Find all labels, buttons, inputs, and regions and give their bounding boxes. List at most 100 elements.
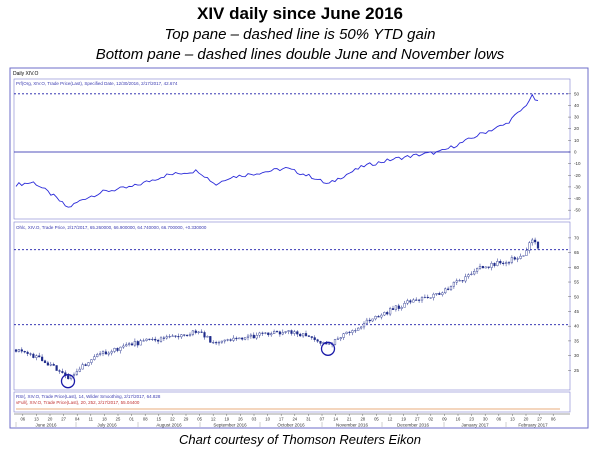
candle-body	[191, 330, 194, 335]
date-axis-month-label: November 2016	[336, 423, 369, 428]
price-y-tick-label: 55	[574, 280, 580, 285]
candle-body	[345, 331, 348, 334]
candle-body	[125, 344, 128, 347]
candle-body	[96, 354, 99, 357]
candle-body	[162, 337, 165, 339]
candle-body	[389, 308, 392, 315]
candle-body	[139, 340, 142, 346]
candle-body	[14, 349, 18, 352]
candle-body	[531, 239, 534, 244]
candle-body	[127, 343, 131, 345]
indicator-pane-frame	[13, 391, 571, 413]
candle-body	[357, 327, 360, 331]
candle-body	[188, 334, 192, 336]
candle-body	[217, 341, 221, 344]
candle-body	[284, 331, 287, 333]
price-y-tick-label: 45	[574, 309, 580, 314]
candle-body	[513, 257, 516, 260]
candle-body	[348, 331, 351, 333]
date-axis-month-label: December 2016	[397, 423, 430, 428]
candle-body	[336, 338, 339, 340]
top-y-tick-label: -50	[574, 208, 581, 213]
candle-body	[171, 335, 174, 337]
candle-body	[58, 370, 61, 372]
top-y-tick-label: 30	[574, 115, 580, 120]
candle-body	[26, 351, 29, 354]
candle-body	[151, 338, 154, 340]
date-axis-day-label: 24	[292, 417, 297, 422]
date-axis-month-label: February 2017	[518, 423, 548, 428]
candle-body	[420, 297, 424, 301]
candle-body	[214, 342, 218, 344]
candle-body	[310, 336, 313, 338]
date-axis-day-label: 21	[347, 417, 352, 422]
candle-body	[194, 330, 197, 333]
date-axis-month-label: October 2016	[277, 423, 305, 428]
candle-body	[496, 261, 499, 266]
candle-body	[220, 340, 223, 343]
candle-body	[35, 355, 38, 358]
date-axis-day-label: 23	[469, 417, 474, 422]
price-y-tick-label: 65	[574, 250, 580, 255]
candle-body	[365, 319, 368, 324]
price-y-tick-label: 30	[574, 353, 580, 358]
date-axis-day-label: 12	[388, 417, 393, 422]
candle-body	[406, 300, 409, 304]
candle-body	[43, 360, 47, 363]
candle-body	[90, 359, 93, 363]
date-axis-day-label: 19	[224, 417, 229, 422]
candle-body	[447, 288, 450, 290]
date-axis-day-label: 30	[483, 417, 488, 422]
candle-body	[391, 308, 395, 310]
candle-body	[241, 337, 244, 340]
candle-body	[368, 319, 371, 322]
candle-body	[185, 334, 189, 336]
top-y-tick-label: -40	[574, 196, 581, 201]
date-axis-day-label: 08	[143, 417, 148, 422]
date-axis-day-label: 13	[510, 417, 515, 422]
top-pane-frame	[13, 78, 571, 220]
candle-body	[441, 292, 444, 295]
pane-label: Daily XIV.O	[13, 71, 38, 77]
circled-lows	[60, 341, 336, 389]
candle-body	[467, 274, 470, 277]
candle-body	[101, 351, 105, 354]
candle-body	[281, 332, 284, 335]
candle-body	[113, 347, 116, 352]
candle-body	[38, 355, 41, 358]
date-axis-day-label: 06	[20, 417, 25, 422]
candle-body	[156, 339, 160, 342]
candle-body	[75, 371, 78, 375]
candle-body	[81, 364, 84, 370]
date-axis-day-label: 06	[496, 417, 501, 422]
candle-body	[525, 250, 528, 256]
top-pane-legend: Prf(Org, XIV.O, Trade Price(Last), Speci…	[16, 81, 178, 86]
candle-body	[235, 337, 238, 340]
candle-body	[519, 255, 522, 259]
candle-body	[78, 368, 81, 372]
candle-body	[371, 318, 374, 322]
candle-body	[377, 316, 380, 318]
candle-body	[177, 336, 180, 338]
candle-body	[183, 334, 186, 336]
date-axis-day-label: 20	[524, 417, 529, 422]
candle-body	[130, 343, 134, 346]
top-y-tick-label: 40	[574, 103, 580, 108]
candle-body	[470, 273, 473, 275]
date-axis: 06 13 20 27 04 11 18 25 01 08 15 22 29 05 12 19 26 03 10 17…	[14, 413, 570, 428]
candle-body	[307, 335, 310, 337]
candle-body	[238, 337, 241, 340]
candle-body	[522, 255, 525, 257]
circled-low-marker	[320, 341, 336, 356]
candle-body	[415, 299, 418, 301]
date-axis-day-label: 20	[48, 417, 53, 422]
candle-body	[354, 330, 357, 332]
candle-body	[397, 305, 400, 309]
price-y-tick-label: 70	[574, 235, 580, 240]
date-axis-day-label: 14	[333, 417, 338, 422]
candle-body	[154, 338, 157, 341]
candle-body	[136, 341, 139, 346]
candle-body	[487, 266, 490, 268]
candle-body	[270, 333, 273, 336]
date-axis-month-label: September 2016	[213, 423, 247, 428]
